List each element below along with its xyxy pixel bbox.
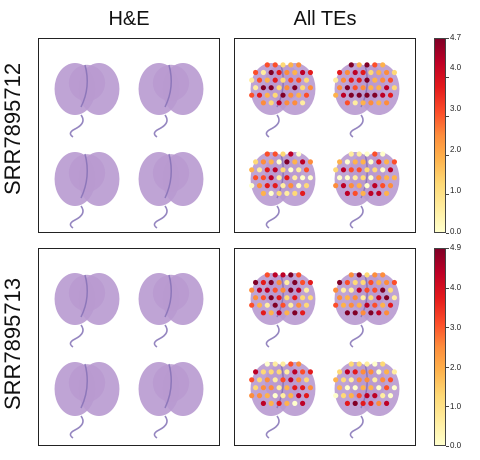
colorbar-sample-2 (434, 248, 446, 446)
te-panel-sample-2 (234, 248, 416, 446)
he-panel-sample-1 (38, 38, 220, 233)
colorbar-tick-mark (446, 366, 449, 368)
colorbar-tick-mark (446, 38, 449, 39)
tissue-section (54, 63, 120, 138)
colorbar-1-tick-label: 3.0 (450, 104, 462, 113)
tissue-section (249, 361, 316, 439)
tissue-section-image (249, 272, 400, 439)
colorbar-tick-mark (446, 194, 449, 195)
row-label-sample-2: SRR7895713 (0, 277, 25, 410)
tissue-section (333, 272, 400, 348)
colorbar-tick-mark (446, 233, 449, 234)
tissue-section (333, 62, 400, 138)
tissue-section (249, 272, 316, 348)
colorbar-2-tick-label: 1.0 (450, 402, 462, 411)
colorbar-1-max-label: 4.7 (450, 33, 462, 42)
tissue-section (138, 63, 204, 138)
tissue-section (138, 152, 204, 229)
colorbar-tick-mark (446, 446, 449, 447)
tissue-section (54, 362, 120, 439)
tissue-section (54, 152, 120, 229)
colorbar-2-tick-label: 4.0 (450, 283, 462, 292)
tissue-section (138, 362, 204, 439)
colorbar-tick-mark (446, 155, 449, 156)
colorbar-1-tick-label: 1.0 (450, 186, 462, 195)
colorbar-tick-mark (446, 287, 449, 289)
colorbar-2-tick-label: 3.0 (450, 323, 462, 332)
row-label-sample-1: SRR7895712 (0, 62, 25, 195)
tissue-section (249, 151, 316, 229)
tissue-section (138, 273, 204, 348)
tissue-section-image (54, 63, 204, 229)
colorbar-1-tick-label: 4.0 (450, 63, 462, 72)
te-column-title: All TEs (293, 8, 357, 30)
he-panel-sample-2 (38, 248, 220, 446)
colorbar-2-tick-label: 0.0 (450, 441, 462, 450)
tissue-section-image (249, 62, 400, 229)
tissue-section (54, 273, 120, 348)
colorbar-tick-mark (446, 77, 449, 78)
colorbar-2-max-label: 4.9 (450, 243, 462, 252)
tissue-section (333, 151, 400, 229)
te-panel-sample-1 (234, 38, 416, 233)
colorbar-sample-1 (434, 38, 446, 233)
he-column-title: H&E (108, 8, 150, 30)
colorbar-1-tick-label: 2.0 (450, 145, 462, 154)
tissue-section-image (54, 273, 204, 439)
colorbar-tick-mark (446, 248, 449, 249)
colorbar-1-tick-label: 0.0 (450, 227, 462, 236)
tissue-section (333, 361, 400, 439)
colorbar-tick-mark (446, 406, 449, 408)
colorbar-tick-mark (446, 116, 449, 117)
colorbar-2-tick-label: 2.0 (450, 363, 462, 372)
colorbar-tick-mark (446, 327, 449, 329)
tissue-section (249, 62, 316, 138)
